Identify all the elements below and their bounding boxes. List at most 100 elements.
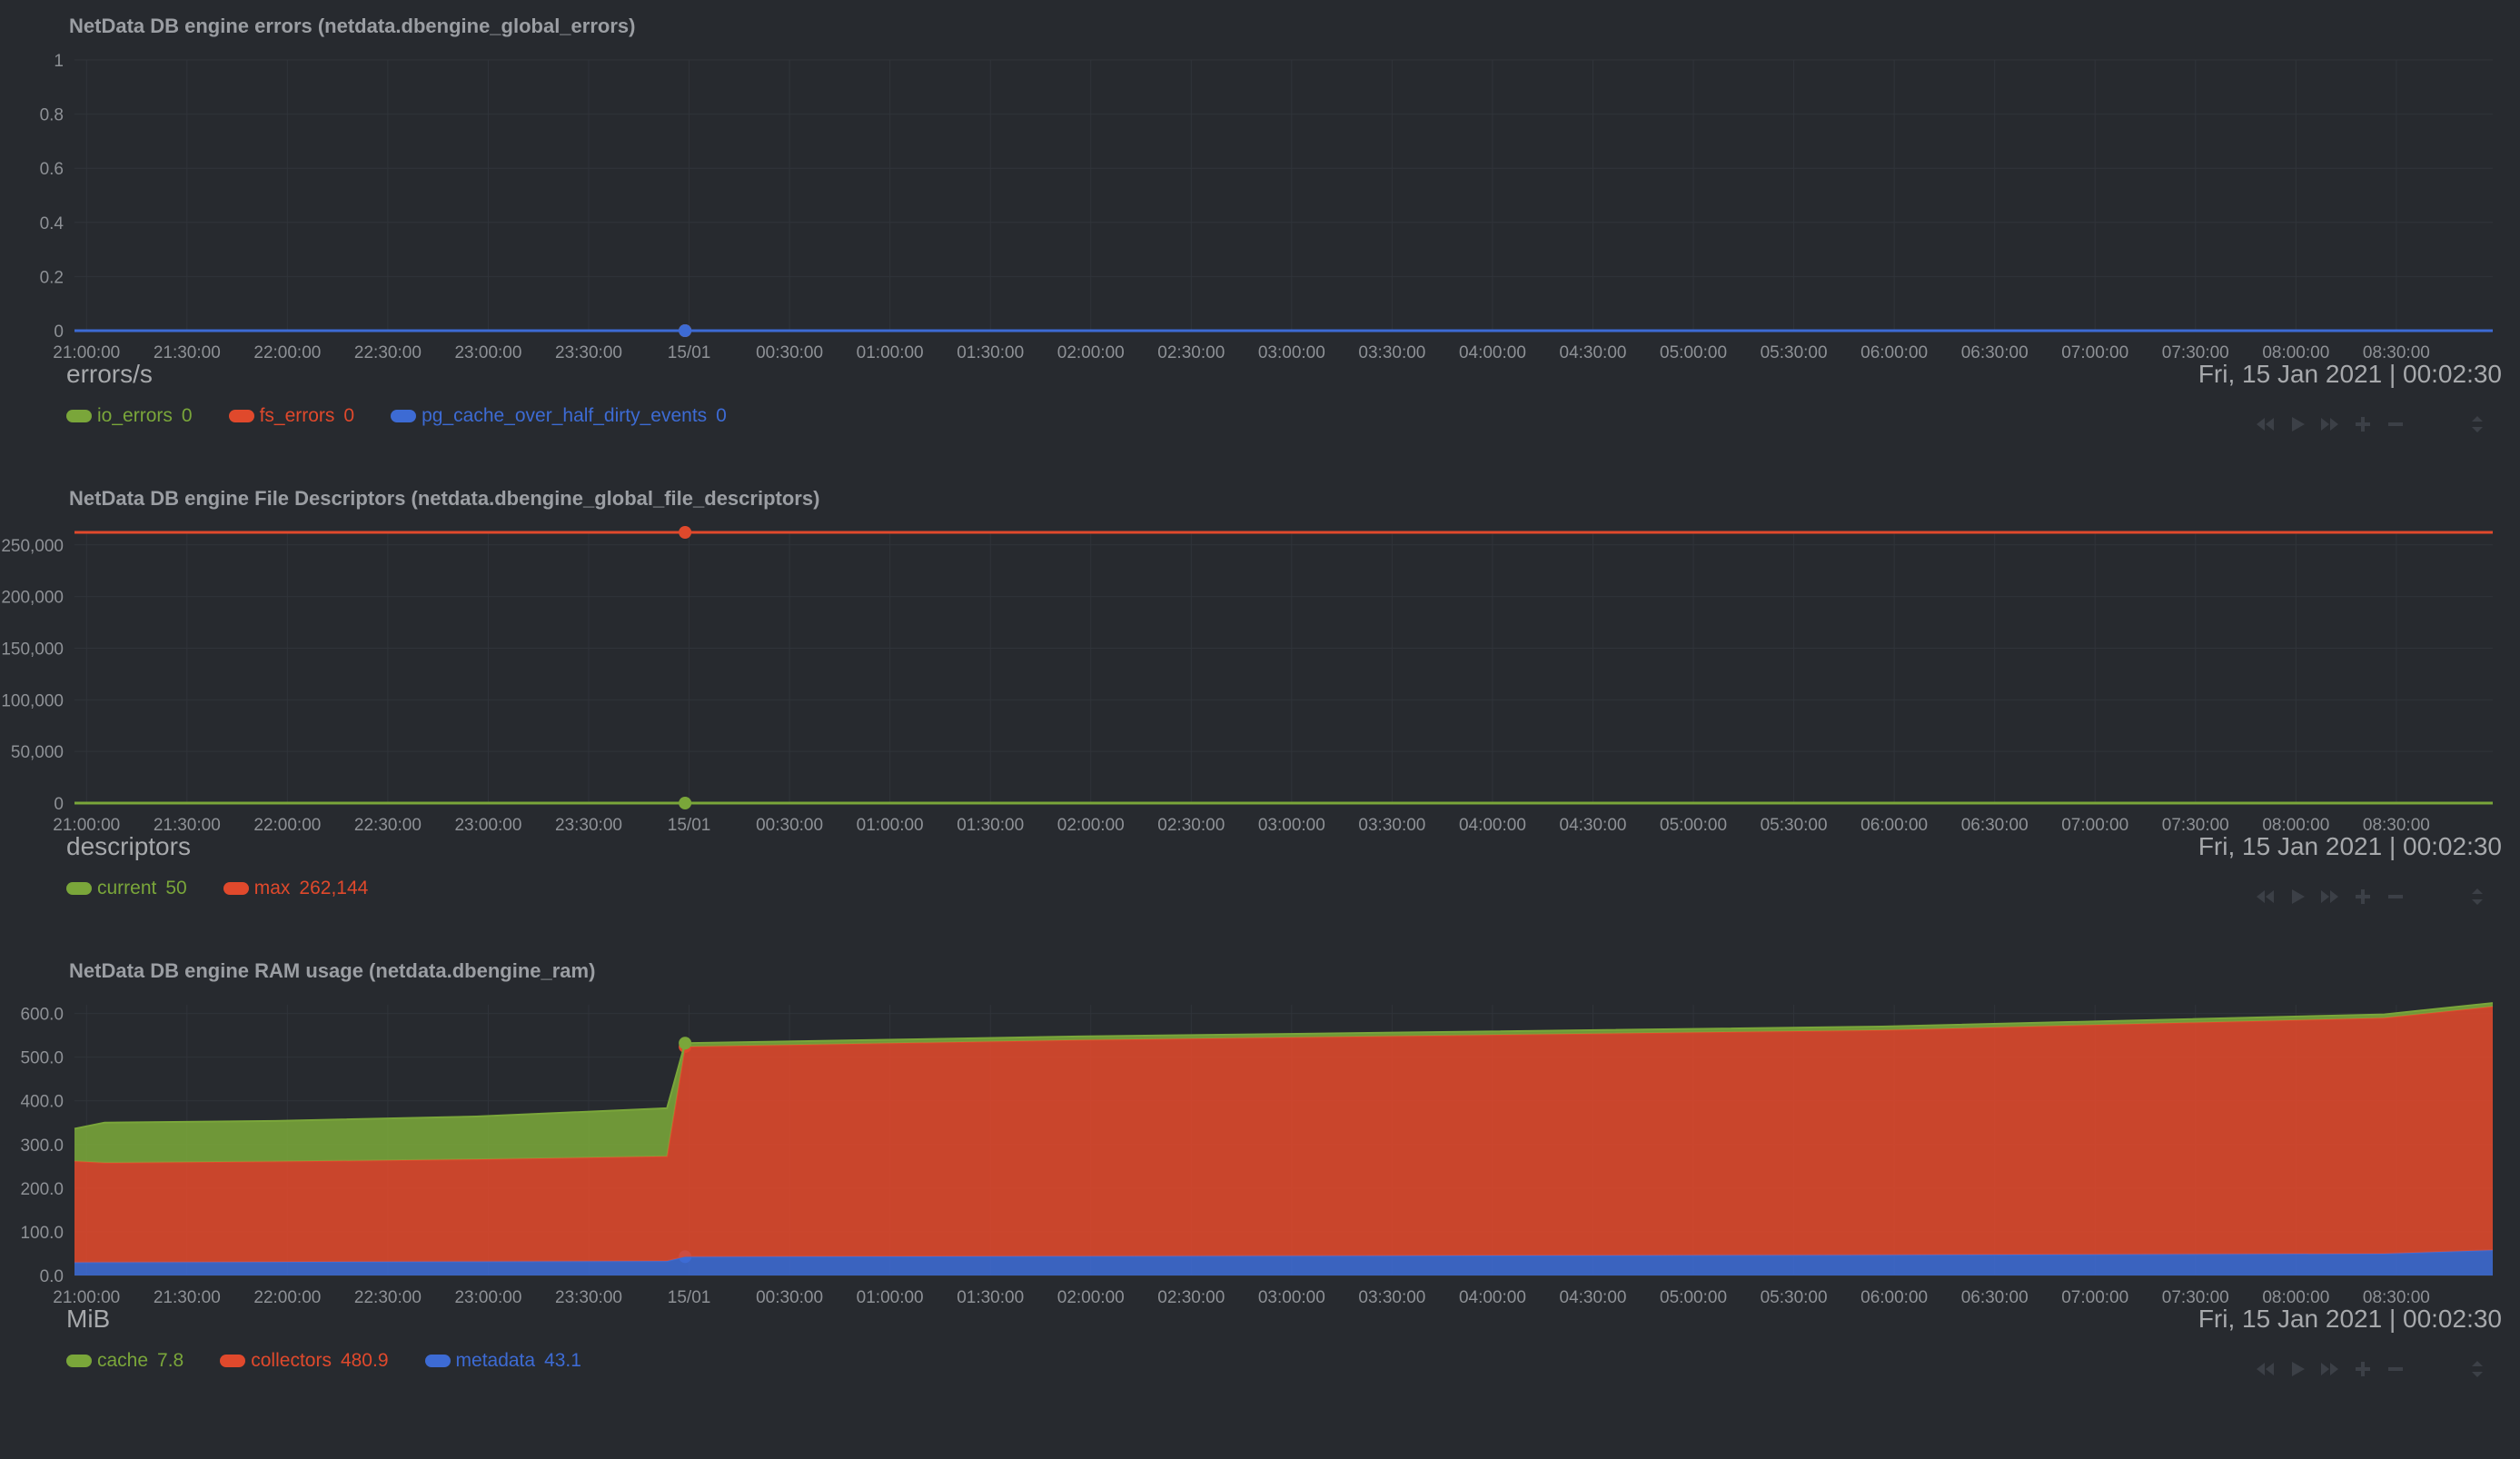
legend-value: 262,144 [299, 878, 369, 898]
x-tick-label: 22:00:00 [253, 1288, 321, 1307]
x-tick-label: 04:30:00 [1560, 816, 1627, 835]
rewind-icon[interactable] [2255, 887, 2275, 907]
y-tick-label: 0 [54, 795, 64, 814]
legend-swatch [391, 410, 417, 422]
legend-label: collectors [251, 1350, 332, 1371]
x-tick-label: 07:30:00 [2162, 1288, 2229, 1307]
legend-item-io-errors[interactable]: io_errors 0 [66, 405, 193, 427]
x-tick-label: 22:00:00 [253, 343, 321, 362]
x-tick-label: 02:30:00 [1157, 343, 1225, 362]
x-tick-label: 06:30:00 [1961, 1288, 2029, 1307]
x-tick-label: 02:30:00 [1157, 1288, 1225, 1307]
x-tick-label: 05:30:00 [1761, 1288, 1828, 1307]
x-tick-label: 06:00:00 [1860, 343, 1928, 362]
x-tick-label: 00:30:00 [756, 816, 823, 835]
chart-unit: errors/s [66, 360, 153, 388]
chart-plot[interactable]: 1 0.8 0.6 0.4 0.2 021:00:00 21:30:00 22:00:00 22… [0, 0, 2520, 363]
area-metadata [74, 1250, 2493, 1275]
zoom-out-icon[interactable] [2386, 1359, 2406, 1379]
x-tick-label: 15/01 [668, 343, 711, 362]
y-tick-label: 0.2 [40, 268, 64, 287]
legend-value: 0 [343, 405, 355, 426]
resize-icon[interactable] [2467, 1359, 2487, 1379]
x-tick-label: 01:30:00 [957, 1288, 1024, 1307]
legend-item-metadata[interactable]: metadata 43.1 [424, 1350, 581, 1372]
chart-controls [2255, 414, 2487, 434]
x-tick-label: 07:30:00 [2162, 343, 2229, 362]
legend-value: 480.9 [340, 1350, 389, 1371]
legend-swatch [228, 410, 254, 422]
y-tick-label: 200,000 [1, 589, 64, 608]
fast-forward-icon[interactable] [2320, 1359, 2340, 1379]
x-tick-label: 05:00:00 [1660, 1288, 1727, 1307]
legend-item-cache[interactable]: cache 7.8 [66, 1350, 184, 1372]
x-tick-label: 02:00:00 [1057, 343, 1125, 362]
chart-unit: descriptors [66, 832, 191, 860]
x-tick-label: 07:30:00 [2162, 816, 2229, 835]
resize-icon[interactable] [2467, 887, 2487, 907]
legend-value: 0 [716, 405, 727, 426]
zoom-in-icon[interactable] [2353, 887, 2373, 907]
x-tick-label: 04:00:00 [1459, 343, 1526, 362]
y-tick-label: 100.0 [20, 1224, 64, 1243]
legend-item-current[interactable]: current 50 [66, 878, 187, 899]
chart-plot[interactable]: 250,000 200,000 150,000 100,000 50,000 0 21:00… [0, 472, 2520, 836]
x-tick-label: 04:30:00 [1560, 1288, 1627, 1307]
legend-swatch [223, 882, 249, 895]
legend-swatch [424, 1355, 451, 1367]
legend-item-collectors[interactable]: collectors 480.9 [220, 1350, 389, 1372]
x-tick-label: 03:30:00 [1358, 1288, 1425, 1307]
play-icon[interactable] [2287, 887, 2307, 907]
legend-label: fs_errors [259, 405, 335, 426]
highlight-point-max [679, 526, 692, 539]
x-tick-label: 21:00:00 [53, 816, 120, 835]
x-tick-label: 06:30:00 [1961, 343, 2029, 362]
x-tick-label: 08:00:00 [2262, 343, 2329, 362]
x-tick-label: 23:30:00 [555, 1288, 622, 1307]
rewind-icon[interactable] [2255, 1359, 2275, 1379]
x-tick-label: 23:00:00 [454, 1288, 521, 1307]
legend-swatch [66, 1355, 92, 1367]
area-cache [74, 1003, 2493, 1163]
x-tick-label: 15/01 [668, 1288, 711, 1307]
play-icon[interactable] [2287, 1359, 2307, 1379]
chart-title: NetData DB engine File Descriptors (netd… [69, 487, 820, 510]
x-tick-label: 05:00:00 [1660, 816, 1727, 835]
chart-plot[interactable]: 600.0 500.0 400.0 300.0 200.0 100.0 0.0 21:00:0… [0, 945, 2520, 1308]
resize-icon[interactable] [2467, 414, 2487, 434]
highlight-point-pg_cache_over_half_dirty_events [679, 324, 692, 337]
legend-item-pg-cache-over-half-dirty-events[interactable]: pg_cache_over_half_dirty_events 0 [391, 405, 727, 427]
zoom-in-icon[interactable] [2353, 414, 2373, 434]
x-tick-label: 21:30:00 [154, 816, 221, 835]
y-tick-label: 0.8 [40, 106, 64, 125]
x-tick-label: 05:30:00 [1761, 343, 1828, 362]
y-tick-label: 150,000 [1, 640, 64, 659]
chart-legend: current 50 max 262,144 [66, 878, 404, 899]
fast-forward-icon[interactable] [2320, 887, 2340, 907]
legend-item-fs-errors[interactable]: fs_errors 0 [228, 405, 355, 427]
legend-value: 0 [181, 405, 193, 426]
y-tick-label: 400.0 [20, 1093, 64, 1112]
legend-item-max[interactable]: max 262,144 [223, 878, 369, 899]
play-icon[interactable] [2287, 414, 2307, 434]
x-tick-label: 08:30:00 [2363, 343, 2430, 362]
zoom-out-icon[interactable] [2386, 414, 2406, 434]
chart-panel-file-descriptors: NetData DB engine File Descriptors (netd… [0, 472, 2520, 945]
x-tick-label: 21:00:00 [53, 1288, 120, 1307]
y-tick-label: 0 [54, 323, 64, 342]
legend-value: 43.1 [544, 1350, 581, 1371]
chart-title: NetData DB engine RAM usage (netdata.dbe… [69, 959, 596, 982]
legend-value: 7.8 [157, 1350, 184, 1371]
x-tick-label: 21:30:00 [154, 1288, 221, 1307]
y-tick-label: 300.0 [20, 1136, 64, 1156]
grid [74, 59, 2493, 332]
fast-forward-icon[interactable] [2320, 414, 2340, 434]
x-tick-label: 03:00:00 [1258, 343, 1325, 362]
zoom-in-icon[interactable] [2353, 1359, 2373, 1379]
chart-panel-errors: NetData DB engine errors (netdata.dbengi… [0, 0, 2520, 472]
y-tick-label: 100,000 [1, 691, 64, 710]
rewind-icon[interactable] [2255, 414, 2275, 434]
x-tick-label: 23:30:00 [555, 343, 622, 362]
x-tick-label: 23:00:00 [454, 343, 521, 362]
zoom-out-icon[interactable] [2386, 887, 2406, 907]
